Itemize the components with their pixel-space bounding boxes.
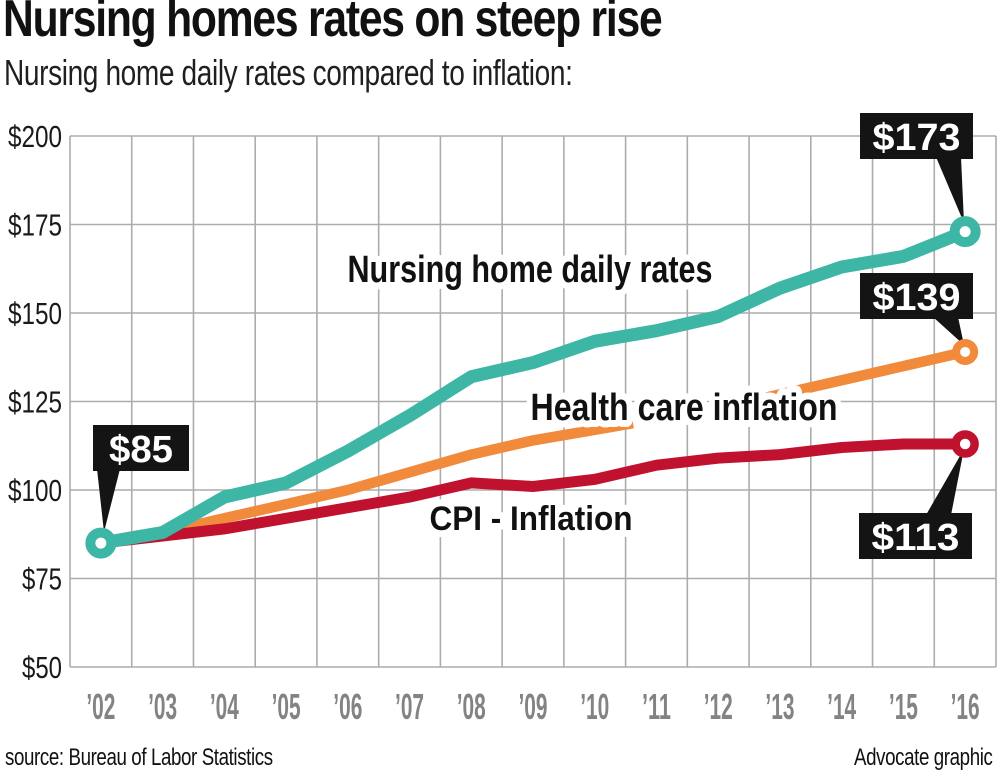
y-axis-tick-label: $125 [8, 385, 62, 420]
callout-tail [936, 157, 964, 223]
x-axis-tick-label: ’15 [889, 686, 918, 727]
y-axis-tick-label: $75 [22, 562, 62, 597]
y-axis-tick-label: $200 [8, 119, 62, 154]
callout-box [860, 273, 973, 319]
x-axis-tick-label: ’11 [642, 686, 671, 727]
x-axis-tick-label: ’02 [86, 686, 115, 727]
series-line-health-care-inflation [765, 346, 967, 403]
x-axis-tick-label: ’07 [395, 686, 424, 727]
callout-173: $173 [860, 113, 973, 223]
callout-box [93, 425, 189, 471]
series-endpoint-marker-health-care-inflation [952, 338, 979, 365]
y-axis-tick-label: $50 [22, 650, 62, 685]
callout-85: $85 [93, 425, 189, 532]
series-line-nursing-home-daily-rates [94, 225, 972, 550]
series-label-health-care-inflation: Health care inflation [531, 387, 838, 429]
publisher-credit: Advocate graphic [853, 744, 993, 771]
series-line-health-care-inflation [100, 418, 634, 549]
callout-113: $113 [859, 449, 972, 559]
x-axis-tick-label: ’03 [148, 686, 177, 727]
callout-tail [926, 449, 964, 515]
callout-box [860, 113, 973, 159]
x-axis-tick-label: ’08 [457, 686, 486, 727]
source-credit: source: Bureau of Labor Statistics [5, 744, 273, 771]
series-label-nursing-home-daily-rates: Nursing home daily rates [348, 249, 713, 291]
x-axis-tick-label: ’10 [580, 686, 609, 727]
x-axis-tick-label: ’14 [827, 686, 856, 727]
series-line-cpi-inflation [95, 438, 971, 549]
x-axis-tick-label: ’16 [951, 686, 980, 727]
y-axis-tick-label: $150 [8, 296, 62, 331]
series-endpoint-marker-nursing-home-daily-rates [949, 216, 981, 248]
y-axis-tick-label: $175 [8, 208, 62, 243]
callout-139: $139 [860, 273, 973, 345]
series-label-cpi-inflation: CPI - Inflation [430, 500, 633, 538]
x-axis-tick-label: ’06 [333, 686, 362, 727]
x-axis-tick-label: ’12 [704, 686, 733, 727]
x-axis-tick-label: ’13 [765, 686, 794, 727]
y-axis-tick-label: $100 [8, 473, 62, 508]
series-endpoint-marker-nursing-home-daily-rates [85, 527, 117, 559]
chart-subtitle: Nursing home daily rates compared to inf… [4, 52, 573, 93]
callout-box [859, 513, 972, 559]
callout-value: $85 [109, 429, 173, 471]
x-axis-tick-label: ’09 [519, 686, 548, 727]
series-endpoint-marker-cpi-inflation [951, 430, 979, 458]
x-axis-tick-label: ’05 [272, 686, 301, 727]
x-axis-tick-label: ’04 [210, 686, 239, 727]
callout-tail [933, 317, 964, 345]
callout-value: $173 [873, 117, 961, 159]
callout-tail [97, 469, 120, 532]
callout-value: $139 [873, 277, 961, 319]
page-title: Nursing homes rates on steep rise [3, 0, 663, 48]
callout-value: $113 [872, 517, 960, 559]
